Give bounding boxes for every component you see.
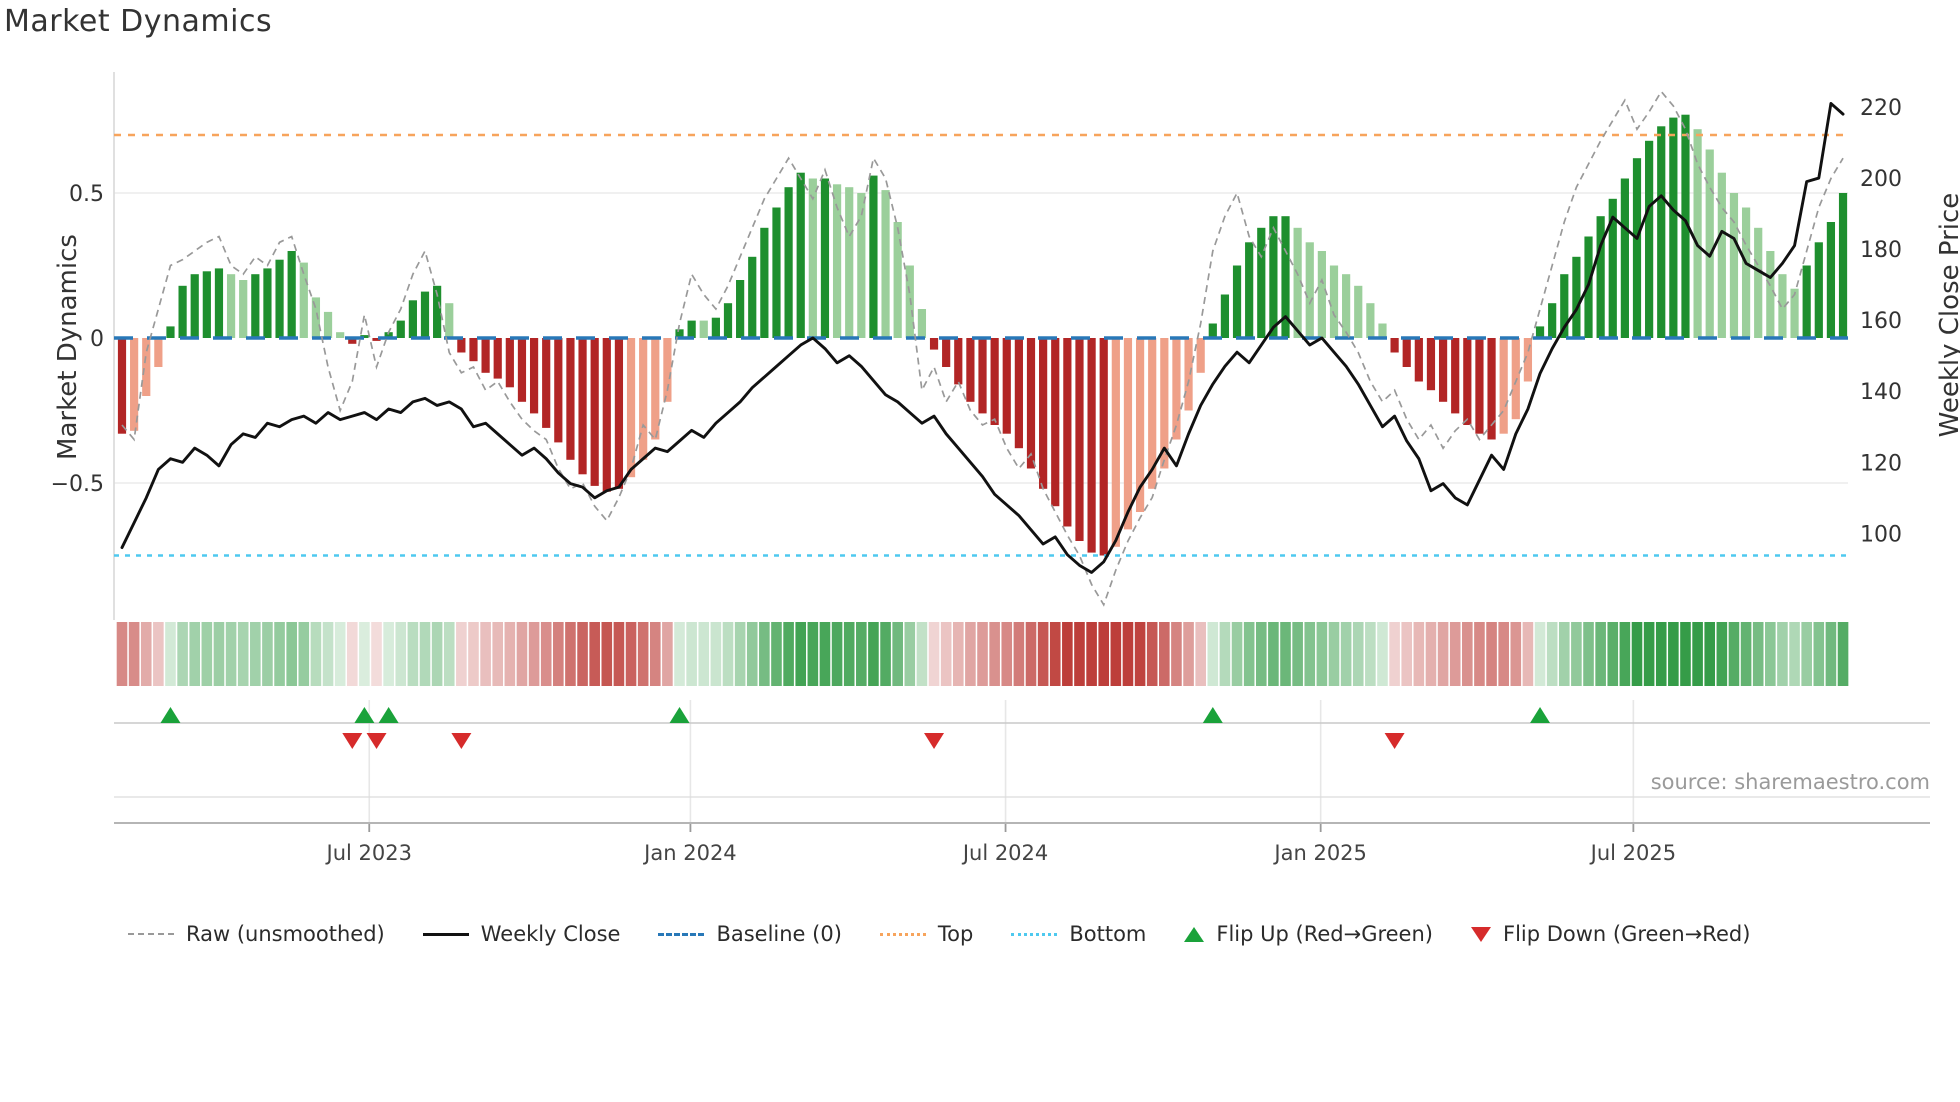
svg-text:0: 0 bbox=[90, 327, 104, 352]
svg-text:Jan 2024: Jan 2024 bbox=[642, 841, 737, 865]
svg-text:Jul 2025: Jul 2025 bbox=[1589, 841, 1676, 865]
raw-line-sample-icon bbox=[128, 933, 174, 935]
source-credit: source: sharemaestro.com bbox=[1650, 770, 1930, 794]
page-title: Market Dynamics bbox=[4, 4, 273, 39]
flip-up-triangle-icon bbox=[1184, 926, 1205, 942]
svg-text:Jan 2025: Jan 2025 bbox=[1272, 841, 1367, 865]
legend-label: Bottom bbox=[1069, 922, 1147, 946]
legend-item-flip-up: Flip Up (Red→Green) bbox=[1184, 922, 1433, 946]
legend-label: Baseline (0) bbox=[716, 922, 842, 946]
legend-item-raw: Raw (unsmoothed) bbox=[128, 922, 385, 946]
svg-text:Jul 2024: Jul 2024 bbox=[961, 841, 1048, 865]
legend-item-weekly-close: Weekly Close bbox=[422, 922, 621, 946]
legend-item-baseline: Baseline (0) bbox=[658, 922, 842, 946]
legend-label: Flip Up (Red→Green) bbox=[1216, 922, 1433, 946]
legend-item-flip-down: Flip Down (Green→Red) bbox=[1470, 922, 1751, 946]
legend-label: Raw (unsmoothed) bbox=[186, 922, 385, 946]
svg-text:120: 120 bbox=[1860, 451, 1902, 476]
legend-label: Flip Down (Green→Red) bbox=[1502, 922, 1751, 946]
svg-text:140: 140 bbox=[1860, 380, 1902, 405]
legend-item-bottom: Bottom bbox=[1011, 922, 1146, 946]
svg-text:100: 100 bbox=[1860, 522, 1902, 547]
flip-down-triangle-icon bbox=[1470, 926, 1491, 942]
svg-text:220: 220 bbox=[1860, 96, 1902, 121]
svg-text:−0.5: −0.5 bbox=[51, 472, 104, 497]
svg-text:200: 200 bbox=[1860, 167, 1902, 192]
chart-legend: Raw (unsmoothed) Weekly Close Baseline (… bbox=[128, 922, 1750, 946]
svg-text:Jul 2023: Jul 2023 bbox=[325, 841, 412, 865]
top-line-sample-icon bbox=[879, 932, 926, 936]
legend-label: Weekly Close bbox=[480, 922, 621, 946]
bottom-line-sample-icon bbox=[1011, 932, 1058, 936]
baseline-sample-icon bbox=[658, 932, 705, 936]
legend-item-top: Top bbox=[879, 922, 974, 946]
svg-text:180: 180 bbox=[1860, 238, 1902, 263]
legend-label: Top bbox=[937, 922, 974, 946]
svg-text:0.5: 0.5 bbox=[69, 182, 104, 207]
market-dynamics-chart: Jul 2023 Jan 2024 Jul 2024 Jan 2025 Jul 2025… bbox=[51, 72, 1930, 865]
close-line-sample-icon bbox=[422, 932, 469, 936]
svg-text:160: 160 bbox=[1860, 309, 1902, 334]
